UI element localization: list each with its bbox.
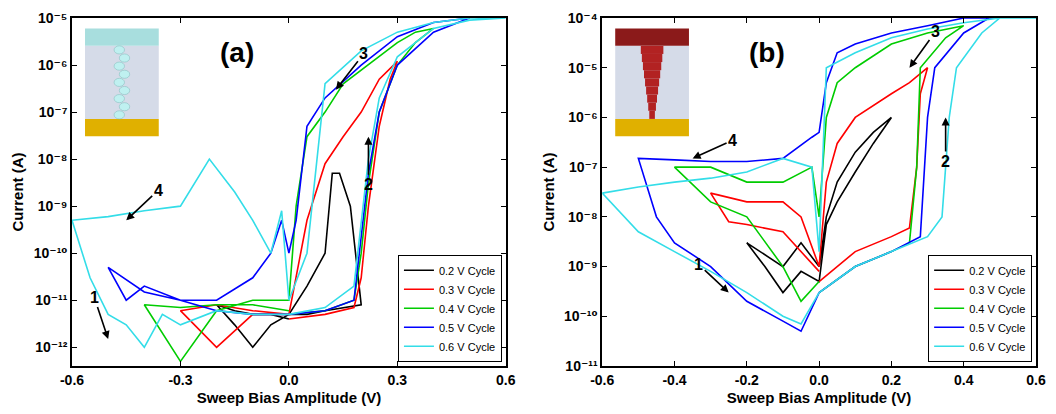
svg-text:(a): (a) [220, 37, 254, 68]
svg-text:0.5 V Cycle: 0.5 V Cycle [969, 322, 1025, 334]
svg-text:1: 1 [90, 289, 99, 306]
svg-text:0.6 V Cycle: 0.6 V Cycle [439, 341, 495, 353]
svg-text:-0.4: -0.4 [662, 372, 686, 388]
svg-text:3: 3 [359, 45, 368, 62]
svg-text:Current (A): Current (A) [540, 152, 557, 231]
svg-text:10⁻⁷: 10⁻⁷ [39, 104, 68, 120]
svg-text:0.6: 0.6 [1026, 372, 1046, 388]
svg-text:0.4: 0.4 [954, 372, 974, 388]
svg-text:Sweep Bias Amplitude (V): Sweep Bias Amplitude (V) [727, 389, 911, 406]
svg-text:10⁻⁵: 10⁻⁵ [568, 60, 598, 76]
svg-text:(b): (b) [749, 37, 785, 68]
svg-text:10⁻⁹: 10⁻⁹ [38, 198, 68, 214]
svg-text:0.3: 0.3 [388, 372, 408, 388]
svg-text:0.5 V Cycle: 0.5 V Cycle [439, 322, 495, 334]
svg-text:4: 4 [154, 182, 163, 199]
svg-text:4: 4 [728, 132, 737, 149]
svg-text:10⁻⁷: 10⁻⁷ [569, 159, 598, 175]
svg-text:10⁻⁶: 10⁻⁶ [568, 109, 597, 125]
svg-text:-0.2: -0.2 [735, 372, 759, 388]
svg-text:2: 2 [941, 153, 950, 170]
svg-text:10⁻¹¹: 10⁻¹¹ [35, 292, 68, 308]
svg-text:0.3 V Cycle: 0.3 V Cycle [439, 284, 495, 296]
svg-text:0.0: 0.0 [279, 372, 299, 388]
svg-text:0.6 V Cycle: 0.6 V Cycle [969, 341, 1025, 353]
svg-text:0.2 V Cycle: 0.2 V Cycle [439, 265, 495, 277]
svg-text:0.2: 0.2 [882, 372, 902, 388]
svg-text:10⁻⁹: 10⁻⁹ [568, 258, 598, 274]
svg-text:-0.6: -0.6 [590, 372, 614, 388]
svg-text:Current (A): Current (A) [9, 152, 26, 231]
svg-text:2: 2 [364, 176, 373, 193]
svg-text:0.0: 0.0 [809, 372, 829, 388]
svg-text:0.4 V Cycle: 0.4 V Cycle [969, 303, 1025, 315]
svg-text:10⁻¹²: 10⁻¹² [35, 339, 68, 355]
svg-text:10⁻¹⁰: 10⁻¹⁰ [564, 308, 598, 324]
svg-text:0.4 V Cycle: 0.4 V Cycle [439, 303, 495, 315]
svg-text:Sweep Bias Amplitude (V): Sweep Bias Amplitude (V) [197, 389, 381, 406]
svg-text:0.3 V Cycle: 0.3 V Cycle [969, 284, 1025, 296]
svg-text:-0.3: -0.3 [168, 372, 192, 388]
svg-text:-0.6: -0.6 [60, 372, 84, 388]
svg-text:10⁻¹⁰: 10⁻¹⁰ [34, 245, 68, 261]
svg-text:10⁻⁸: 10⁻⁸ [38, 151, 68, 167]
svg-text:0.6: 0.6 [496, 372, 516, 388]
svg-text:1: 1 [694, 256, 703, 273]
svg-text:10⁻¹¹: 10⁻¹¹ [565, 358, 598, 374]
svg-text:3: 3 [931, 23, 940, 40]
svg-text:10⁻⁵: 10⁻⁵ [38, 10, 68, 26]
svg-text:10⁻⁴: 10⁻⁴ [568, 10, 598, 26]
svg-text:0.2 V Cycle: 0.2 V Cycle [969, 265, 1025, 277]
svg-text:10⁻⁶: 10⁻⁶ [38, 57, 67, 73]
svg-text:10⁻⁸: 10⁻⁸ [568, 209, 598, 225]
